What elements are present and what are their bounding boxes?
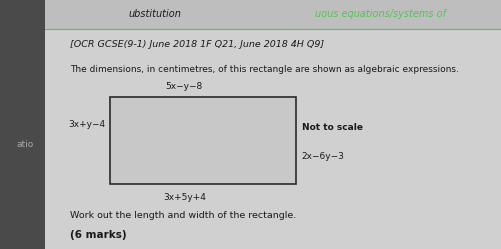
Text: Not to scale: Not to scale bbox=[302, 123, 363, 132]
Bar bbox=[45, 0, 501, 29]
Text: 5x−y−8: 5x−y−8 bbox=[166, 82, 203, 91]
Text: 3x+5y+4: 3x+5y+4 bbox=[163, 193, 206, 202]
Bar bbox=[0, 0, 45, 249]
Bar bbox=[110, 97, 296, 184]
Text: 3x+y−4: 3x+y−4 bbox=[68, 121, 105, 129]
Text: Work out the length and width of the rectangle.: Work out the length and width of the rec… bbox=[70, 211, 297, 220]
Text: [OCR GCSE(9-1) June 2018 1F Q21, June 2018 4H Q9]: [OCR GCSE(9-1) June 2018 1F Q21, June 20… bbox=[70, 40, 324, 49]
Text: uous equations/systems of: uous equations/systems of bbox=[315, 9, 446, 19]
Text: atio: atio bbox=[16, 140, 34, 149]
Text: (6 marks): (6 marks) bbox=[70, 230, 127, 240]
Text: The dimensions, in centimetres, of this rectangle are shown as algebraic express: The dimensions, in centimetres, of this … bbox=[70, 65, 459, 74]
Text: ubstitution: ubstitution bbox=[129, 9, 182, 19]
Bar bbox=[45, 29, 501, 249]
Text: 2x−6y−3: 2x−6y−3 bbox=[302, 152, 345, 161]
